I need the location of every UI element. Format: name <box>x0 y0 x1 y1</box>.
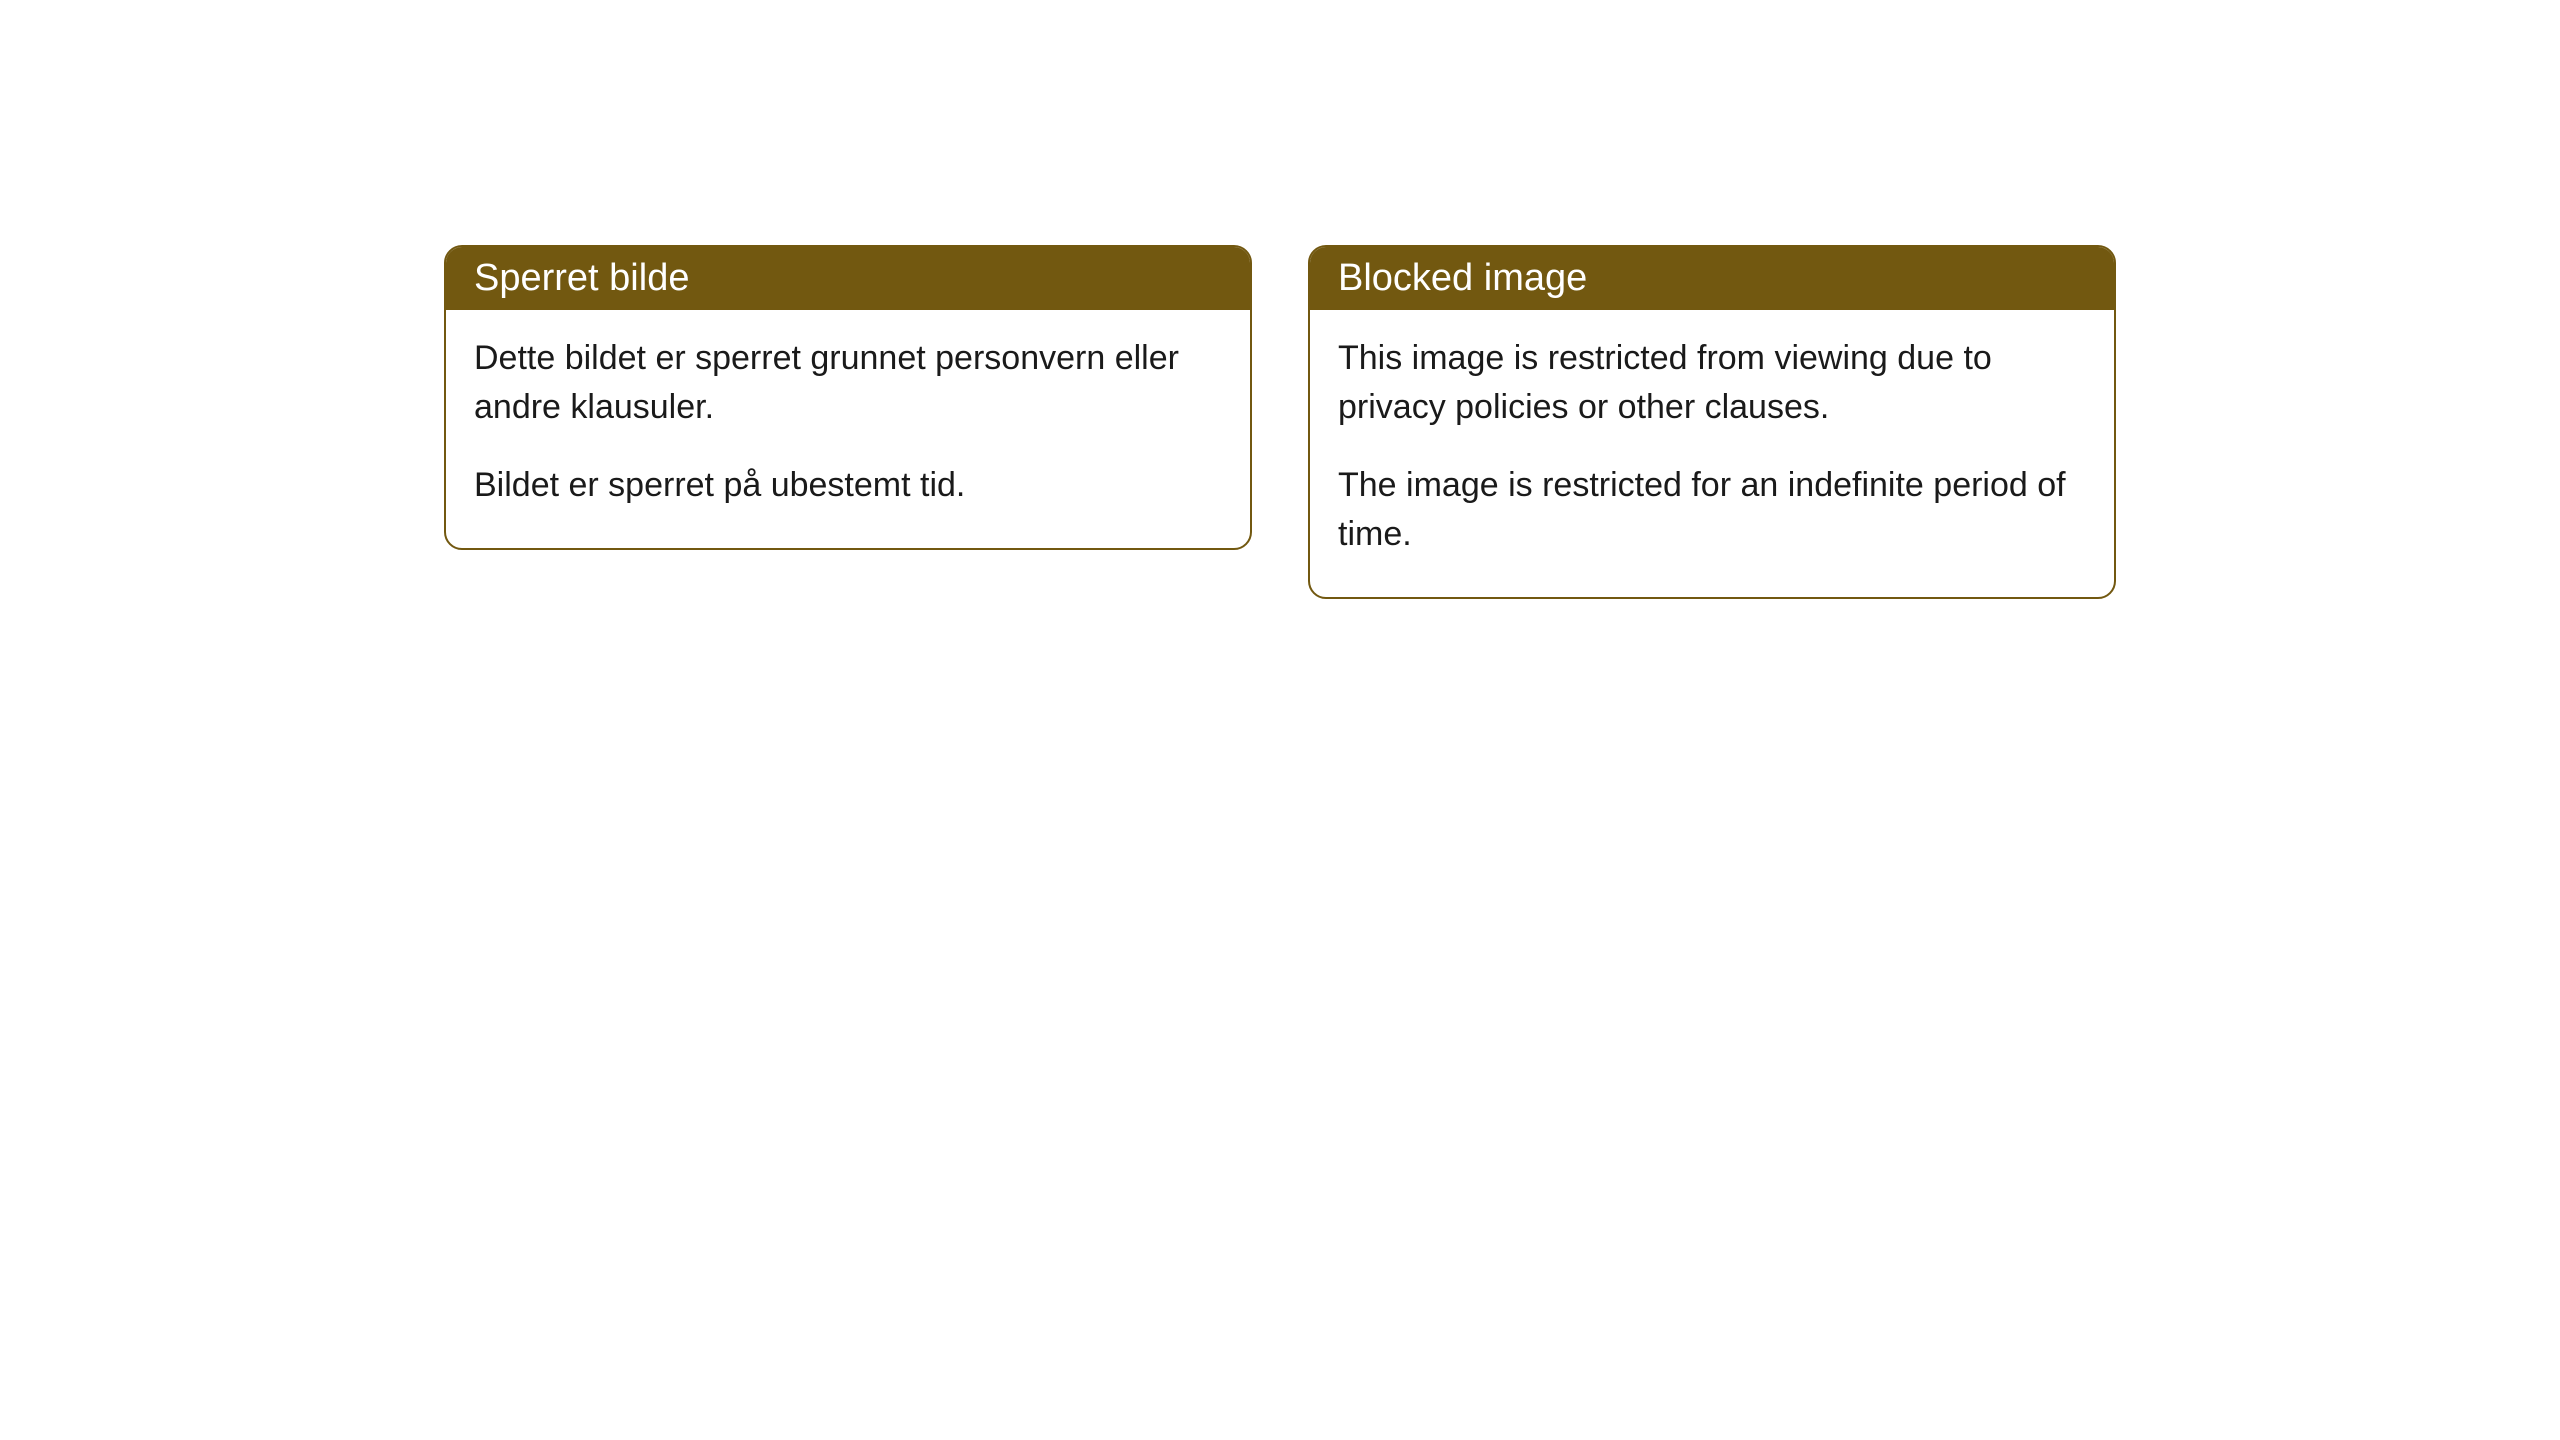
card-paragraph-2-english: The image is restricted for an indefinit… <box>1338 461 2086 560</box>
card-header-english: Blocked image <box>1310 247 2114 310</box>
card-paragraph-2-norwegian: Bildet er sperret på ubestemt tid. <box>474 461 1222 510</box>
cards-container: Sperret bilde Dette bildet er sperret gr… <box>444 245 2116 1440</box>
card-body-norwegian: Dette bildet er sperret grunnet personve… <box>446 310 1250 548</box>
card-title-english: Blocked image <box>1338 257 1587 299</box>
card-header-norwegian: Sperret bilde <box>446 247 1250 310</box>
card-paragraph-1-english: This image is restricted from viewing du… <box>1338 334 2086 433</box>
card-body-english: This image is restricted from viewing du… <box>1310 310 2114 597</box>
card-title-norwegian: Sperret bilde <box>474 257 689 299</box>
blocked-image-card-norwegian: Sperret bilde Dette bildet er sperret gr… <box>444 245 1252 550</box>
card-paragraph-1-norwegian: Dette bildet er sperret grunnet personve… <box>474 334 1222 433</box>
blocked-image-card-english: Blocked image This image is restricted f… <box>1308 245 2116 599</box>
